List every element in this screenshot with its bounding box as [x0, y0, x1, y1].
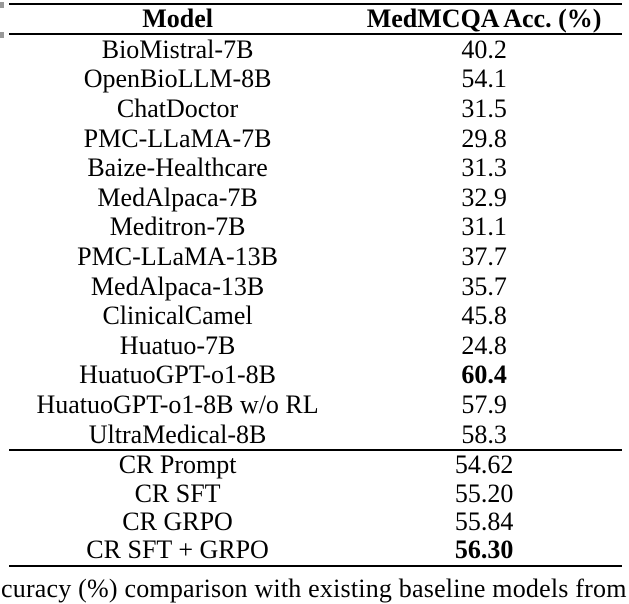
accuracy-cell: 55.84	[454, 507, 514, 537]
accuracy-cell: 35.7	[461, 271, 507, 301]
model-cell: PMC-LLaMA-7B	[83, 123, 272, 153]
model-cell: PMC-LLaMA-13B	[77, 241, 278, 271]
accuracy-cell: 58.3	[461, 419, 507, 449]
results-table: Model MedMCQA Acc. (%) BioMistral-7B 40.…	[9, 3, 622, 567]
model-cell: ClinicalCamel	[102, 301, 253, 331]
section-divider-rule	[9, 449, 622, 452]
table-row: OpenBioLLM-8B 54.1	[9, 65, 622, 95]
table-row: Huatuo-7B 24.8	[9, 331, 622, 361]
accuracy-cell: 24.8	[461, 330, 507, 360]
accuracy-cell: 54.1	[461, 64, 507, 94]
table-row: BioMistral-7B 40.2	[9, 35, 622, 65]
model-cell: MedAlpaca-7B	[97, 182, 258, 212]
table-row: MedAlpaca-13B 35.7	[9, 272, 622, 302]
accuracy-cell-best: 60.4	[461, 360, 507, 390]
table-row: CR SFT + GRPO 56.30	[9, 536, 622, 564]
table-row: PMC-LLaMA-13B 37.7	[9, 242, 622, 272]
model-cell: CR SFT + GRPO	[86, 535, 269, 565]
accuracy-cell: 31.1	[461, 212, 507, 242]
accuracy-cell: 29.8	[461, 123, 507, 153]
model-cell: Meditron-7B	[109, 212, 246, 242]
accuracy-cell: 57.9	[461, 389, 507, 419]
model-cell: HuatuoGPT-o1-8B	[79, 360, 277, 390]
model-cell: Huatuo-7B	[119, 330, 236, 360]
table-row: Baize-Healthcare 31.3	[9, 153, 622, 183]
model-cell: CR SFT	[134, 478, 221, 508]
table-row: HuatuoGPT-o1-8B 60.4	[9, 361, 622, 391]
model-cell: CR Prompt	[118, 450, 237, 480]
model-cell: HuatuoGPT-o1-8B w/o RL	[36, 389, 319, 419]
crop-artifact	[0, 32, 4, 38]
model-cell: MedAlpaca-13B	[90, 271, 265, 301]
caption-text: curacy (%) comparison with existing base…	[1, 574, 627, 603]
model-cell: ChatDoctor	[116, 93, 239, 123]
accuracy-cell: 40.2	[461, 34, 507, 64]
accuracy-cell: 54.62	[454, 450, 514, 480]
table-row: HuatuoGPT-o1-8B w/o RL 57.9	[9, 390, 622, 420]
model-cell: Baize-Healthcare	[87, 153, 268, 183]
header-rule	[9, 33, 622, 35]
accuracy-cell: 37.7	[461, 241, 507, 271]
accuracy-cell: 55.20	[454, 478, 514, 508]
accuracy-cell-best: 56.30	[454, 535, 514, 565]
table-caption: curacy (%) comparison with existing base…	[1, 574, 629, 604]
table-row: CR SFT 55.20	[9, 480, 622, 508]
table-header-row: Model MedMCQA Acc. (%)	[9, 5, 622, 33]
table-row: CR Prompt 54.62	[9, 451, 622, 479]
table-bottom-rule	[9, 564, 622, 567]
accuracy-cell: 32.9	[461, 182, 507, 212]
table-row: MedAlpaca-7B 32.9	[9, 183, 622, 213]
model-cell: UltraMedical-8B	[88, 419, 267, 449]
accuracy-cell: 31.3	[461, 153, 507, 183]
model-cell: BioMistral-7B	[101, 34, 254, 64]
model-cell: OpenBioLLM-8B	[83, 64, 272, 94]
table-row: CR GRPO 55.84	[9, 508, 622, 536]
table-row: ChatDoctor 31.5	[9, 94, 622, 124]
table-row: Meditron-7B 31.1	[9, 213, 622, 243]
table-top-rule	[9, 3, 622, 5]
crop-artifact	[0, 2, 4, 8]
column-header-model: Model	[142, 4, 213, 33]
table-row: ClinicalCamel 45.8	[9, 301, 622, 331]
accuracy-cell: 45.8	[461, 301, 507, 331]
table-row: PMC-LLaMA-7B 29.8	[9, 124, 622, 154]
accuracy-cell: 31.5	[461, 93, 507, 123]
model-cell: CR GRPO	[122, 507, 233, 537]
column-header-accuracy: MedMCQA Acc. (%)	[366, 4, 602, 33]
table-row: UltraMedical-8B 58.3	[9, 420, 622, 450]
